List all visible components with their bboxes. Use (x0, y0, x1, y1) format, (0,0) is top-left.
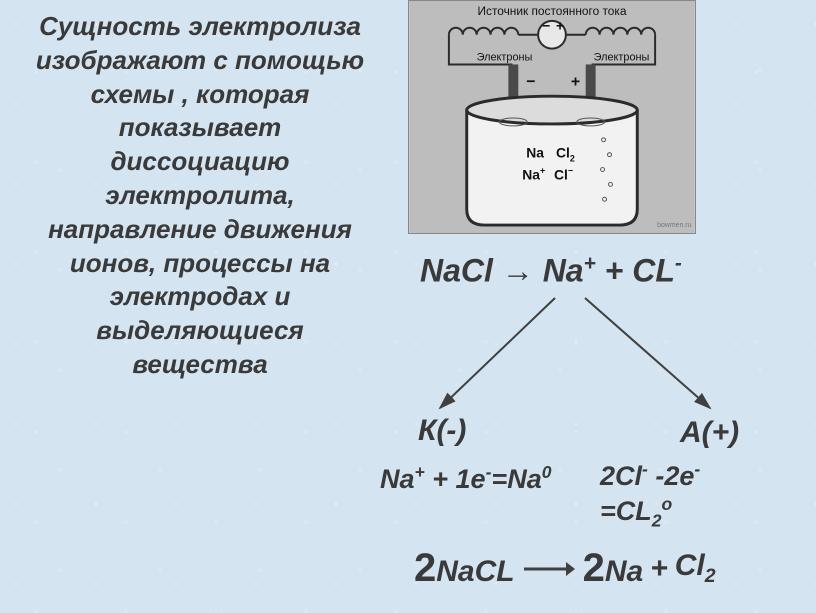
electrons-right: Электроны (594, 51, 650, 63)
overall-equation: 2NaCL 2Na + Cl2 (414, 546, 716, 591)
cathode-label: К(-) (418, 414, 466, 448)
cathode-equation: Na+ + 1e-=Na0 (380, 462, 551, 495)
anode-label: А(+) (680, 416, 739, 450)
electrolysis-diagram: Источник постоянного тока − + Электроны … (408, 0, 696, 234)
arrow: → (502, 253, 534, 289)
branch-arrows (400, 290, 760, 420)
reaction-arrow-icon (522, 559, 576, 579)
svg-text:Na: Na (526, 145, 544, 161)
svg-text:−: − (526, 73, 535, 90)
description-paragraph: Сущность электролиза изображают с помощь… (30, 10, 370, 382)
svg-text:+: + (571, 73, 580, 90)
svg-text:bowmen.ru: bowmen.ru (657, 222, 691, 229)
anode-equation: 2Cl- -2e- =CL2o (600, 459, 800, 532)
anion: CL (632, 253, 675, 289)
diagram-title: Источник постоянного тока (478, 4, 627, 18)
svg-text:−: − (542, 18, 550, 34)
cation: Na (543, 253, 584, 289)
svg-text:+: + (556, 18, 564, 34)
lhs: NaCl (420, 253, 493, 289)
electrons-left: Электроны (477, 51, 533, 63)
dissociation-equation: NaCl → Na+ + CL- (420, 252, 682, 290)
